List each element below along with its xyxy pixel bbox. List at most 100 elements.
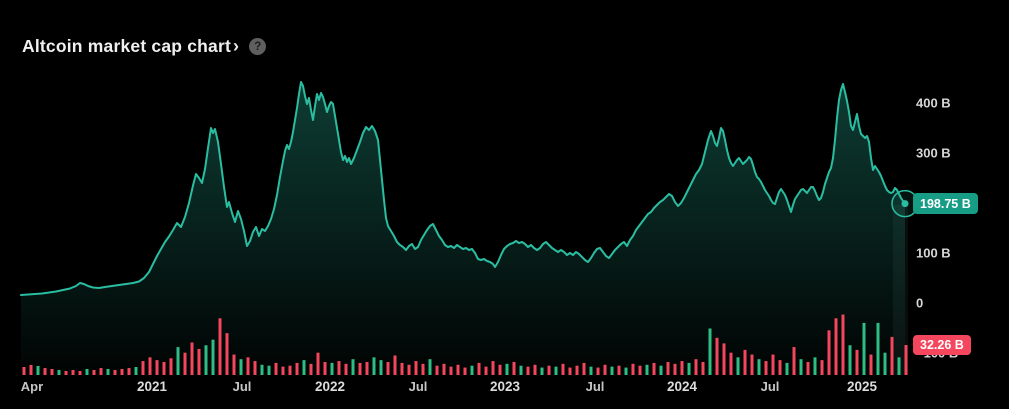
volume-bar [526, 366, 530, 375]
volume-bar [687, 362, 691, 375]
volume-bar [330, 362, 334, 375]
volume-bar [848, 345, 852, 375]
chart-header: Altcoin market cap chart › ? [22, 36, 267, 57]
volume-bar [666, 361, 670, 375]
volume-bar [470, 365, 474, 375]
volume-bar [862, 322, 866, 375]
volume-bar [869, 354, 873, 375]
volume-bar [484, 366, 488, 375]
volume-bar [778, 360, 782, 375]
market-cap-area [21, 82, 905, 375]
volume-bar [652, 362, 656, 375]
last-point-dot [901, 200, 909, 208]
volume-bar [631, 363, 635, 375]
volume-bar [379, 360, 383, 375]
volume-bar [729, 352, 733, 375]
volume-bar [547, 365, 551, 375]
volume-bar [771, 354, 775, 375]
y-axis-tick: 300 B [916, 146, 951, 161]
volume-bar [876, 322, 880, 375]
volume-bar [358, 362, 362, 375]
x-axis-tick: Apr [21, 379, 43, 394]
volume-bar [883, 352, 887, 375]
volume-bar [71, 369, 75, 375]
volume-bar [610, 366, 614, 375]
volume-bar [708, 328, 712, 375]
volume-bar [820, 360, 824, 375]
volume-bar [120, 368, 124, 375]
volume-bar [659, 365, 663, 375]
volume-bar [148, 357, 152, 375]
volume-bar [596, 367, 600, 375]
volume-bar [36, 365, 40, 375]
volume-bar [694, 359, 698, 375]
volume-bar [673, 363, 677, 375]
y-axis-tick: 100 B [916, 246, 951, 261]
volume-bar [757, 359, 761, 375]
volume-bar [855, 349, 859, 375]
volume-bar [295, 362, 299, 375]
volume-bar [50, 368, 54, 375]
volume-bar [897, 357, 901, 375]
volume-bar [141, 361, 145, 375]
volume-value-badge: 32.26 B [913, 335, 971, 355]
volume-bar [568, 367, 572, 375]
x-axis-tick: 2021 [137, 379, 168, 394]
volume-bar [589, 366, 593, 375]
volume-bar [603, 364, 607, 375]
volume-bar [393, 355, 397, 375]
volume-bar [785, 362, 789, 375]
volume-bar [113, 369, 117, 375]
volume-bar [554, 366, 558, 375]
volume-bar [421, 363, 425, 375]
volume-bar [183, 352, 187, 375]
volume-bar [309, 363, 313, 375]
y-axis-tick: 0 [916, 296, 923, 311]
volume-bar [533, 364, 537, 375]
volume-bar [344, 363, 348, 375]
volume-bar [449, 366, 453, 375]
x-axis-tick: 2022 [315, 379, 345, 394]
volume-bar [211, 339, 215, 375]
volume-bar [414, 361, 418, 375]
volume-bar [246, 357, 250, 375]
x-axis-tick: Jul [409, 379, 428, 394]
volume-bar [701, 361, 705, 375]
x-axis-tick: Jul [586, 379, 605, 394]
volume-bar [218, 318, 222, 375]
volume-bar [750, 354, 754, 375]
volume-bar [57, 369, 61, 375]
volume-bar [456, 364, 460, 375]
y-axis-tick: 400 B [916, 96, 951, 111]
volume-bar [442, 363, 446, 375]
help-icon[interactable]: ? [249, 38, 267, 55]
volume-bar [134, 367, 138, 375]
volume-bar [225, 333, 229, 375]
volume-bar [645, 364, 649, 375]
volume-bar [736, 357, 740, 375]
volume-bar [239, 359, 243, 375]
volume-bar [85, 368, 89, 375]
volume-bar [827, 330, 831, 375]
volume-bar [106, 368, 110, 375]
volume-bar [477, 362, 481, 375]
volume-bar [799, 359, 803, 375]
volume-bar [806, 361, 810, 375]
volume-bar [400, 362, 404, 375]
volume-bar [204, 345, 208, 375]
volume-bar [316, 352, 320, 375]
volume-bar [890, 336, 894, 375]
chevron-right-icon: › [233, 36, 240, 56]
volume-bar [428, 359, 432, 375]
volume-bar [624, 367, 628, 375]
page-title: Altcoin market cap chart [22, 36, 232, 56]
volume-bar [582, 362, 586, 375]
volume-bar [190, 342, 194, 375]
chart-title-link[interactable]: Altcoin market cap chart › [22, 36, 239, 57]
x-axis-tick: 2025 [847, 379, 878, 394]
volume-bar [92, 369, 96, 375]
volume-bar [722, 343, 726, 375]
volume-bar [176, 347, 180, 375]
volume-bar [288, 365, 292, 375]
